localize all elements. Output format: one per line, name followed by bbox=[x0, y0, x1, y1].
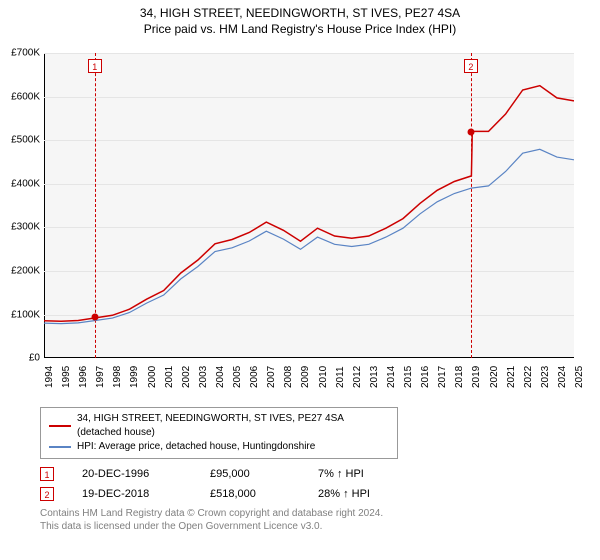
x-axis-label: 2022 bbox=[523, 366, 534, 388]
event-marker: 1 bbox=[88, 59, 102, 73]
event-marker: 2 bbox=[464, 59, 478, 73]
x-axis-label: 2023 bbox=[540, 366, 551, 388]
x-axis-label: 2007 bbox=[266, 366, 277, 388]
legend-item: 34, HIGH STREET, NEEDINGWORTH, ST IVES, … bbox=[49, 412, 389, 440]
x-axis-label: 2018 bbox=[454, 366, 465, 388]
chart: £0£100K£200K£300K£400K£500K£600K£700K199… bbox=[34, 43, 594, 403]
footer-line-1: Contains HM Land Registry data © Crown c… bbox=[40, 507, 600, 520]
x-axis-label: 2011 bbox=[335, 367, 346, 389]
x-axis-label: 1996 bbox=[78, 366, 89, 388]
x-axis-label: 2000 bbox=[147, 366, 158, 388]
x-axis-label: 2017 bbox=[437, 366, 448, 388]
x-axis-label: 2019 bbox=[471, 366, 482, 388]
x-axis-label: 2004 bbox=[215, 366, 226, 388]
x-axis-label: 2012 bbox=[352, 366, 363, 388]
chart-title-1: 34, HIGH STREET, NEEDINGWORTH, ST IVES, … bbox=[0, 6, 600, 22]
x-axis-label: 1994 bbox=[44, 366, 55, 388]
x-axis-label: 2009 bbox=[300, 366, 311, 388]
x-axis-label: 2002 bbox=[181, 366, 192, 388]
event-table: 120-DEC-1996£95,0007% ↑ HPI 219-DEC-2018£… bbox=[40, 467, 600, 501]
chart-title-2: Price paid vs. HM Land Registry's House … bbox=[0, 22, 600, 38]
x-axis-label: 2014 bbox=[386, 366, 397, 388]
x-axis-label: 1997 bbox=[95, 366, 106, 388]
x-axis-label: 2010 bbox=[318, 366, 329, 388]
x-axis-label: 2024 bbox=[557, 366, 568, 388]
x-axis-label: 1999 bbox=[129, 366, 140, 388]
x-axis-label: 2016 bbox=[420, 366, 431, 388]
x-axis-label: 2020 bbox=[489, 366, 500, 388]
event-dot bbox=[467, 129, 474, 136]
footer-line-2: This data is licensed under the Open Gov… bbox=[40, 520, 600, 533]
event-row: 120-DEC-1996£95,0007% ↑ HPI bbox=[40, 467, 600, 481]
x-axis-label: 2001 bbox=[164, 366, 175, 388]
legend-item: HPI: Average price, detached house, Hunt… bbox=[49, 440, 389, 454]
x-axis-label: 2008 bbox=[283, 366, 294, 388]
x-axis-label: 2006 bbox=[249, 366, 260, 388]
event-dot bbox=[91, 313, 98, 320]
x-axis-label: 2015 bbox=[403, 366, 414, 388]
x-axis-label: 2021 bbox=[506, 366, 517, 388]
x-axis-label: 2005 bbox=[232, 366, 243, 388]
footer: Contains HM Land Registry data © Crown c… bbox=[40, 507, 600, 533]
x-axis-label: 1995 bbox=[61, 366, 72, 388]
event-row: 219-DEC-2018£518,00028% ↑ HPI bbox=[40, 487, 600, 501]
legend: 34, HIGH STREET, NEEDINGWORTH, ST IVES, … bbox=[40, 407, 398, 459]
x-axis-label: 2013 bbox=[369, 366, 380, 388]
x-axis-label: 1998 bbox=[112, 366, 123, 388]
x-axis-label: 2025 bbox=[574, 366, 585, 388]
x-axis-label: 2003 bbox=[198, 366, 209, 388]
